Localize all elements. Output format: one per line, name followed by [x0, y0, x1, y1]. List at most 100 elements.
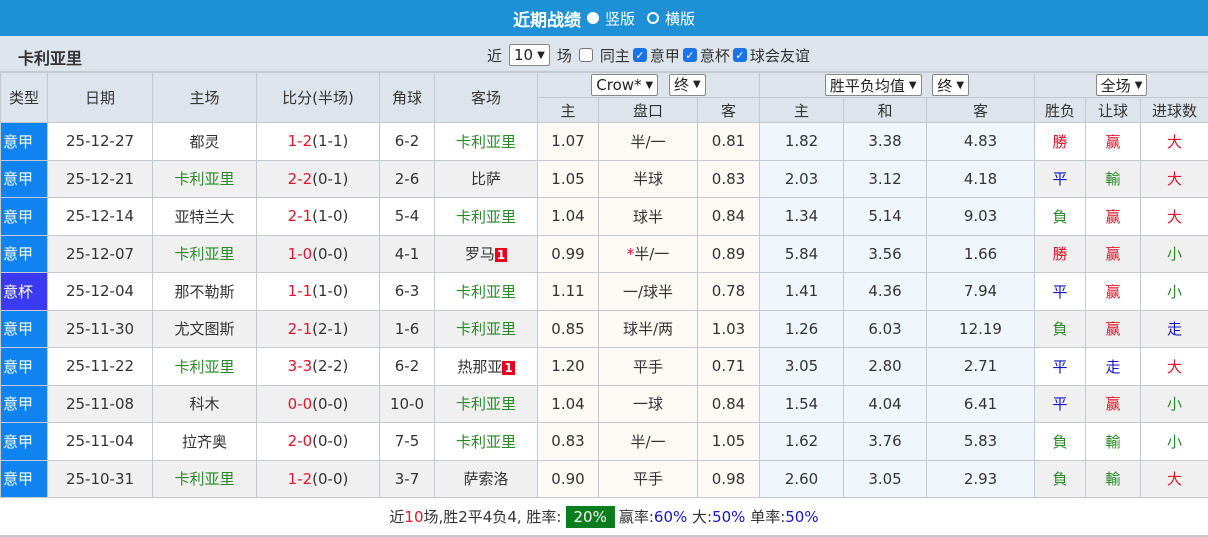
radio-vertical[interactable]: [587, 12, 599, 24]
home-team[interactable]: 都灵: [153, 123, 257, 161]
score[interactable]: 3-3(2-2): [257, 348, 380, 386]
full-time-score: 1-1: [288, 282, 313, 300]
goals-result: 小: [1141, 235, 1208, 273]
scope-select[interactable]: 全场▼: [1096, 74, 1148, 96]
away-cell[interactable]: 卡利亚里: [435, 423, 538, 461]
count-select[interactable]: 10▼: [509, 44, 550, 66]
ah-line: 半/一: [634, 245, 669, 263]
league-badge[interactable]: 意甲: [1, 460, 48, 498]
scope-value: 全场: [1101, 75, 1131, 96]
away-cell[interactable]: 比萨: [435, 160, 538, 198]
eu-home-odds: 3.05: [760, 348, 844, 386]
home-team[interactable]: 亚特兰大: [153, 198, 257, 236]
eu-draw-odds: 3.76: [844, 423, 927, 461]
col-ah-home: 主: [538, 98, 599, 123]
radio-vertical-label[interactable]: 竖版: [605, 8, 635, 29]
half-time-score: (1-0): [312, 207, 348, 225]
league-badge[interactable]: 意甲: [1, 160, 48, 198]
home-team[interactable]: 拉齐奥: [153, 423, 257, 461]
ah-line: 一球: [633, 395, 663, 413]
home-team[interactable]: 卡利亚里: [153, 348, 257, 386]
away-team: 卡利亚里: [456, 395, 516, 413]
away-team: 卡利亚里: [456, 320, 516, 338]
ah-line-cell: 平手: [599, 460, 698, 498]
ah-line-cell: 球半/两: [599, 310, 698, 348]
away-team: 卡利亚里: [456, 283, 516, 301]
match-date: 25-12-04: [48, 273, 153, 311]
score[interactable]: 2-2(0-1): [257, 160, 380, 198]
league-badge[interactable]: 意甲: [1, 423, 48, 461]
away-cell[interactable]: 卡利亚里: [435, 310, 538, 348]
corners: 6-3: [380, 273, 435, 311]
league-badge[interactable]: 意甲: [1, 123, 48, 161]
league-badge[interactable]: 意甲: [1, 385, 48, 423]
ah-company-select[interactable]: Crow*▼: [591, 74, 658, 96]
radio-horizontal-label[interactable]: 横版: [665, 8, 695, 29]
ah-line-cell: 一/球半: [599, 273, 698, 311]
home-team[interactable]: 卡利亚里: [153, 235, 257, 273]
away-cell[interactable]: 卡利亚里: [435, 385, 538, 423]
league-checkbox-coppa[interactable]: ✓: [683, 48, 697, 62]
result: 負: [1035, 460, 1086, 498]
half-time-score: (0-0): [312, 395, 348, 413]
score[interactable]: 1-1(1-0): [257, 273, 380, 311]
away-cell[interactable]: 卡利亚里: [435, 123, 538, 161]
half-time-score: (0-0): [312, 432, 348, 450]
eu-phase-select[interactable]: 终▼: [932, 74, 969, 96]
same-home-checkbox[interactable]: [579, 48, 593, 62]
home-team[interactable]: 卡利亚里: [153, 160, 257, 198]
score[interactable]: 1-2(1-1): [257, 123, 380, 161]
goals-result: 小: [1141, 273, 1208, 311]
ah-phase-select[interactable]: 终▼: [669, 74, 706, 96]
chevron-down-icon: ▼: [537, 50, 545, 61]
score[interactable]: 0-0(0-0): [257, 385, 380, 423]
radio-horizontal[interactable]: [647, 12, 659, 24]
eu-draw-odds: 3.05: [844, 460, 927, 498]
home-team[interactable]: 尤文图斯: [153, 310, 257, 348]
games-label: 场: [557, 45, 572, 66]
away-cell[interactable]: 卡利亚里: [435, 273, 538, 311]
score[interactable]: 2-1(2-1): [257, 310, 380, 348]
league-badge[interactable]: 意杯: [1, 273, 48, 311]
league-checkbox-friendly[interactable]: ✓: [733, 48, 747, 62]
league-badge[interactable]: 意甲: [1, 235, 48, 273]
ah-home-odds: 0.83: [538, 423, 599, 461]
score[interactable]: 1-0(0-0): [257, 235, 380, 273]
handicap-result: 赢: [1086, 310, 1141, 348]
eu-home-odds: 1.41: [760, 273, 844, 311]
col-eu-home: 主: [760, 98, 844, 123]
score[interactable]: 2-1(1-0): [257, 198, 380, 236]
home-team[interactable]: 科木: [153, 385, 257, 423]
league-checkbox-serie-a[interactable]: ✓: [633, 48, 647, 62]
score[interactable]: 1-2(0-0): [257, 460, 380, 498]
score[interactable]: 2-0(0-0): [257, 423, 380, 461]
result: 平: [1035, 348, 1086, 386]
league-badge[interactable]: 意甲: [1, 198, 48, 236]
eu-type-select[interactable]: 胜平负均值▼: [825, 74, 922, 96]
summary-games: 10: [404, 508, 423, 526]
home-team[interactable]: 那不勒斯: [153, 273, 257, 311]
away-cell[interactable]: 卡利亚里: [435, 198, 538, 236]
league-badge[interactable]: 意甲: [1, 310, 48, 348]
full-time-score: 2-1: [288, 320, 313, 338]
league-badge[interactable]: 意甲: [1, 348, 48, 386]
home-team[interactable]: 卡利亚里: [153, 460, 257, 498]
result: 平: [1035, 160, 1086, 198]
match-date: 25-11-04: [48, 423, 153, 461]
eu-type-value: 胜平负均值: [830, 75, 905, 96]
goals-result: 大: [1141, 198, 1208, 236]
away-cell[interactable]: 萨索洛: [435, 460, 538, 498]
col-type: 类型: [1, 73, 48, 123]
